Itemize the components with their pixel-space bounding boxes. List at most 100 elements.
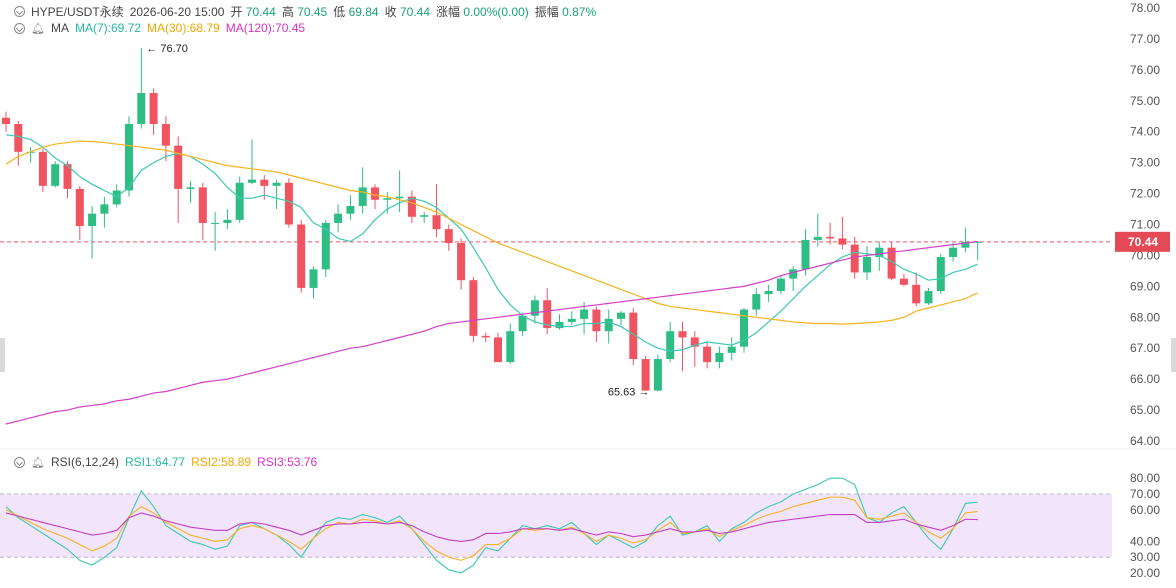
candle-body [740,309,748,347]
amplitude-value: 0.87% [562,5,597,19]
candle-body [653,359,662,391]
candle-body [75,188,84,227]
rsi3-line [5,512,978,542]
candle-body [358,187,367,206]
candle-body [752,294,761,310]
high-value: 70.45 [297,5,328,19]
candle-body [604,318,613,332]
ma-legend: 🔔︎ MA MA(7):69.72 MA(30):68.79 MA(120):7… [14,21,305,35]
y-axis-tick-label: 69.00 [1130,279,1160,293]
collapse-icon[interactable] [14,22,25,34]
candle-body [334,213,343,223]
candle-body [371,187,379,200]
candle-body [813,236,822,240]
ma120-value: MA(120):70.45 [225,21,306,35]
candle-body [174,145,183,189]
low-value: 69.84 [348,5,379,19]
candle-body [432,215,441,230]
candle-body [899,278,908,285]
candle-body [383,198,392,200]
rsi3-value: RSI3:53.76 [257,455,318,469]
y-axis-tick-label: 76.00 [1130,63,1160,77]
open-value: 70.44 [245,5,276,19]
y-axis-tick-label: 67.00 [1130,341,1160,355]
ma120-line [5,240,978,425]
candle-body [211,222,220,224]
candle-body [88,213,97,227]
candle-body [309,269,318,288]
candle-body [678,331,687,338]
rsi2-line [5,496,978,561]
candle-body [580,309,589,319]
low-label: 低 [333,5,346,19]
current-price-tag-label: 70.44 [1128,235,1158,249]
bell-icon[interactable]: 🔔︎ [31,456,45,469]
symbol-label: HYPE/USDT永续 [31,5,124,19]
rsi1-value: RSI1:64.77 [125,455,186,469]
candle-body [801,239,810,270]
candle-body [186,187,195,189]
ma30-line [5,140,978,325]
candle-body [555,321,564,329]
candle-body [346,205,355,214]
candle-body [666,331,675,360]
close-label: 收 [384,5,397,19]
candle-body [161,123,170,146]
candle-body [936,256,945,291]
candle-body [248,179,256,183]
y-axis-tick-label: 72.00 [1130,187,1160,201]
rsi-axis-tick-label: 40.00 [1130,534,1160,548]
y-axis-tick-label: 73.00 [1130,156,1160,170]
candle-body [494,337,502,363]
ma7-value: MA(7):69.72 [74,21,141,35]
candle-body [641,359,650,391]
candle-body [125,123,133,191]
candle-body [407,196,416,217]
change-label: 涨幅 [436,5,461,19]
high-label: 高 [281,5,294,19]
candle-body [469,280,478,336]
ma-indicator-name: MA [50,21,69,35]
candle-body [149,93,158,124]
candle-body [272,182,281,186]
ma7-line [5,134,978,352]
y-axis-tick-label: 71.00 [1130,218,1160,232]
datetime-label: 2026-06-20 15:00 [129,4,225,19]
candle-body [764,290,773,295]
candle-body [863,256,871,273]
bell-icon[interactable]: 🔔︎ [31,22,45,35]
candle-body [297,224,306,288]
rsi-axis-tick-label: 70.00 [1130,487,1160,501]
candle-body [260,179,269,186]
candle-body [592,309,601,332]
candle-body [51,164,60,186]
candle-body [690,337,699,347]
candle-body [838,238,847,245]
candle-body [14,123,23,152]
candle-body [235,182,244,220]
candle-body [198,187,207,223]
candle-body [63,164,72,189]
candle-body [395,196,404,199]
candle-body [961,241,970,248]
collapse-icon[interactable] [14,6,25,17]
candle-body [321,222,330,270]
candle-body [284,182,293,225]
collapse-icon[interactable] [14,456,25,468]
right-resize-handle[interactable] [1171,338,1176,372]
candle-body [949,247,958,257]
rsi-axis-tick-label: 30.00 [1130,550,1160,564]
max-price-annotation: ← 76.70 [146,43,188,55]
candle-body [715,352,724,363]
y-axis-tick-label: 74.00 [1130,125,1160,139]
candle-body [567,318,576,322]
left-resize-handle[interactable] [0,338,5,372]
rsi2-value: RSI2:58.89 [191,455,252,469]
y-axis-tick-label: 65.00 [1130,403,1160,417]
candle-body [887,247,896,279]
rsi-legend: 🔔︎ RSI(6,12,24) RSI1:64.77 RSI2:58.89 RS… [14,455,317,469]
price-info-bar: HYPE/USDT永续 2026-06-20 15:00 开 70.44 高 7… [14,3,596,20]
y-axis-tick-label: 68.00 [1130,310,1160,324]
